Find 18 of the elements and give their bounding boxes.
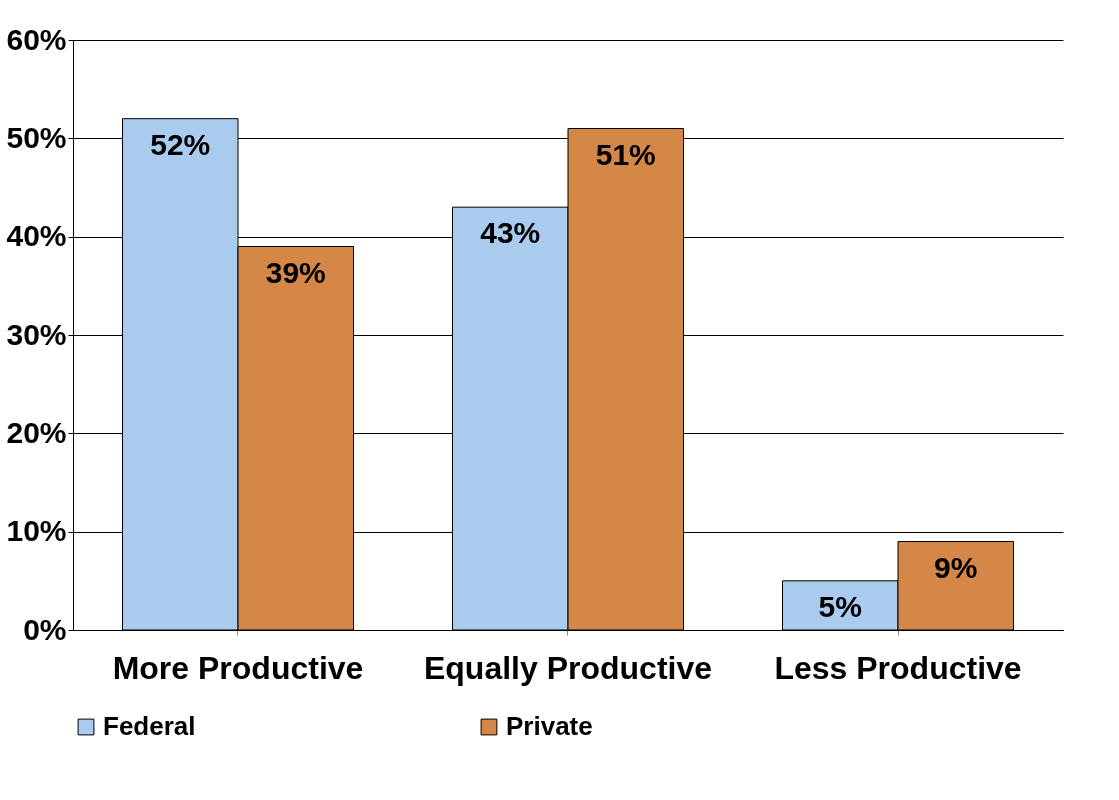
y-tick-label: 20% [6,415,67,449]
data-label: 52% [150,127,211,161]
legend-label: Private [506,711,593,741]
x-tick-label: Less Productive [774,649,1022,686]
data-label: 51% [595,137,656,171]
data-label: 43% [480,216,541,250]
y-tick-label: 0% [23,612,67,646]
y-tick-label: 50% [6,120,67,154]
data-label: 5% [818,589,862,623]
legend-label: Federal [103,711,196,741]
y-tick-label: 10% [6,514,67,548]
y-tick-label: 30% [6,317,67,351]
data-label: 39% [265,255,326,289]
y-tick-label: 60% [6,22,67,56]
x-tick-label: More Productive [112,649,364,686]
y-tick-label: 40% [6,219,67,253]
x-tick-label: Equally Productive [423,649,713,686]
data-label: 9% [934,550,978,584]
